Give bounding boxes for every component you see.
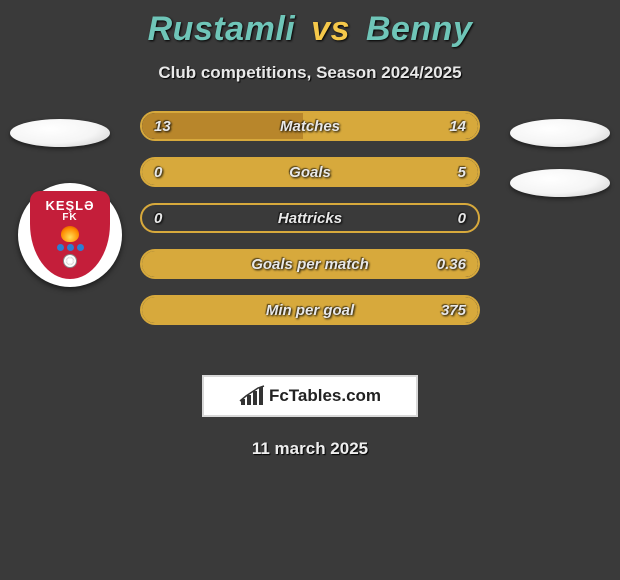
stat-value-right: 0 bbox=[458, 205, 466, 231]
badge-placeholder-left bbox=[10, 119, 110, 147]
stat-value-left: 0 bbox=[154, 159, 162, 185]
vs-label: vs bbox=[311, 10, 350, 48]
brand-bold: Fc bbox=[269, 386, 289, 405]
brand-text: FcTables.com bbox=[269, 386, 381, 406]
stat-label: Matches bbox=[142, 113, 478, 139]
club-name: KEŞLƏ bbox=[45, 199, 94, 212]
stat-row: Goals0 5 bbox=[140, 157, 480, 187]
date-label: 11 march 2025 bbox=[0, 439, 620, 459]
subtitle: Club competitions, Season 2024/2025 bbox=[0, 63, 620, 83]
bars-chart-icon bbox=[239, 385, 265, 407]
stat-row: Min per goal375 bbox=[140, 295, 480, 325]
player2-name: Benny bbox=[366, 10, 472, 48]
stat-row: Matches13 14 bbox=[140, 111, 480, 141]
stat-value-right: 0.36 bbox=[437, 251, 466, 277]
stat-value-left: 13 bbox=[154, 113, 171, 139]
club-logo: KEŞLƏ FK bbox=[18, 183, 122, 287]
stat-label: Min per goal bbox=[142, 297, 478, 323]
dots-icon bbox=[57, 244, 84, 251]
comparison-title: Rustamli vs Benny bbox=[0, 0, 620, 49]
badge-placeholder-right-1 bbox=[510, 119, 610, 147]
stat-row: Goals per match0.36 bbox=[140, 249, 480, 279]
stat-label: Goals per match bbox=[142, 251, 478, 277]
brand-rest: Tables.com bbox=[289, 386, 381, 405]
comparison-stage: KEŞLƏ FK Matches1314Goals05Hattricks00Go… bbox=[0, 111, 620, 361]
flame-icon bbox=[61, 226, 79, 242]
player1-name: Rustamli bbox=[148, 10, 296, 48]
stat-bars: Matches1314Goals05Hattricks00Goals per m… bbox=[140, 111, 480, 341]
ball-icon bbox=[63, 254, 77, 268]
stat-value-right: 5 bbox=[458, 159, 466, 185]
stat-row: Hattricks0 0 bbox=[140, 203, 480, 233]
stat-value-right: 14 bbox=[449, 113, 466, 139]
club-shield: KEŞLƏ FK bbox=[30, 191, 110, 279]
brand-box: FcTables.com bbox=[202, 375, 418, 417]
stat-label: Goals bbox=[142, 159, 478, 185]
stat-label: Hattricks bbox=[142, 205, 478, 231]
stat-value-left: 0 bbox=[154, 205, 162, 231]
stat-value-right: 375 bbox=[441, 297, 466, 323]
badge-placeholder-right-2 bbox=[510, 169, 610, 197]
club-sub: FK bbox=[62, 212, 77, 223]
